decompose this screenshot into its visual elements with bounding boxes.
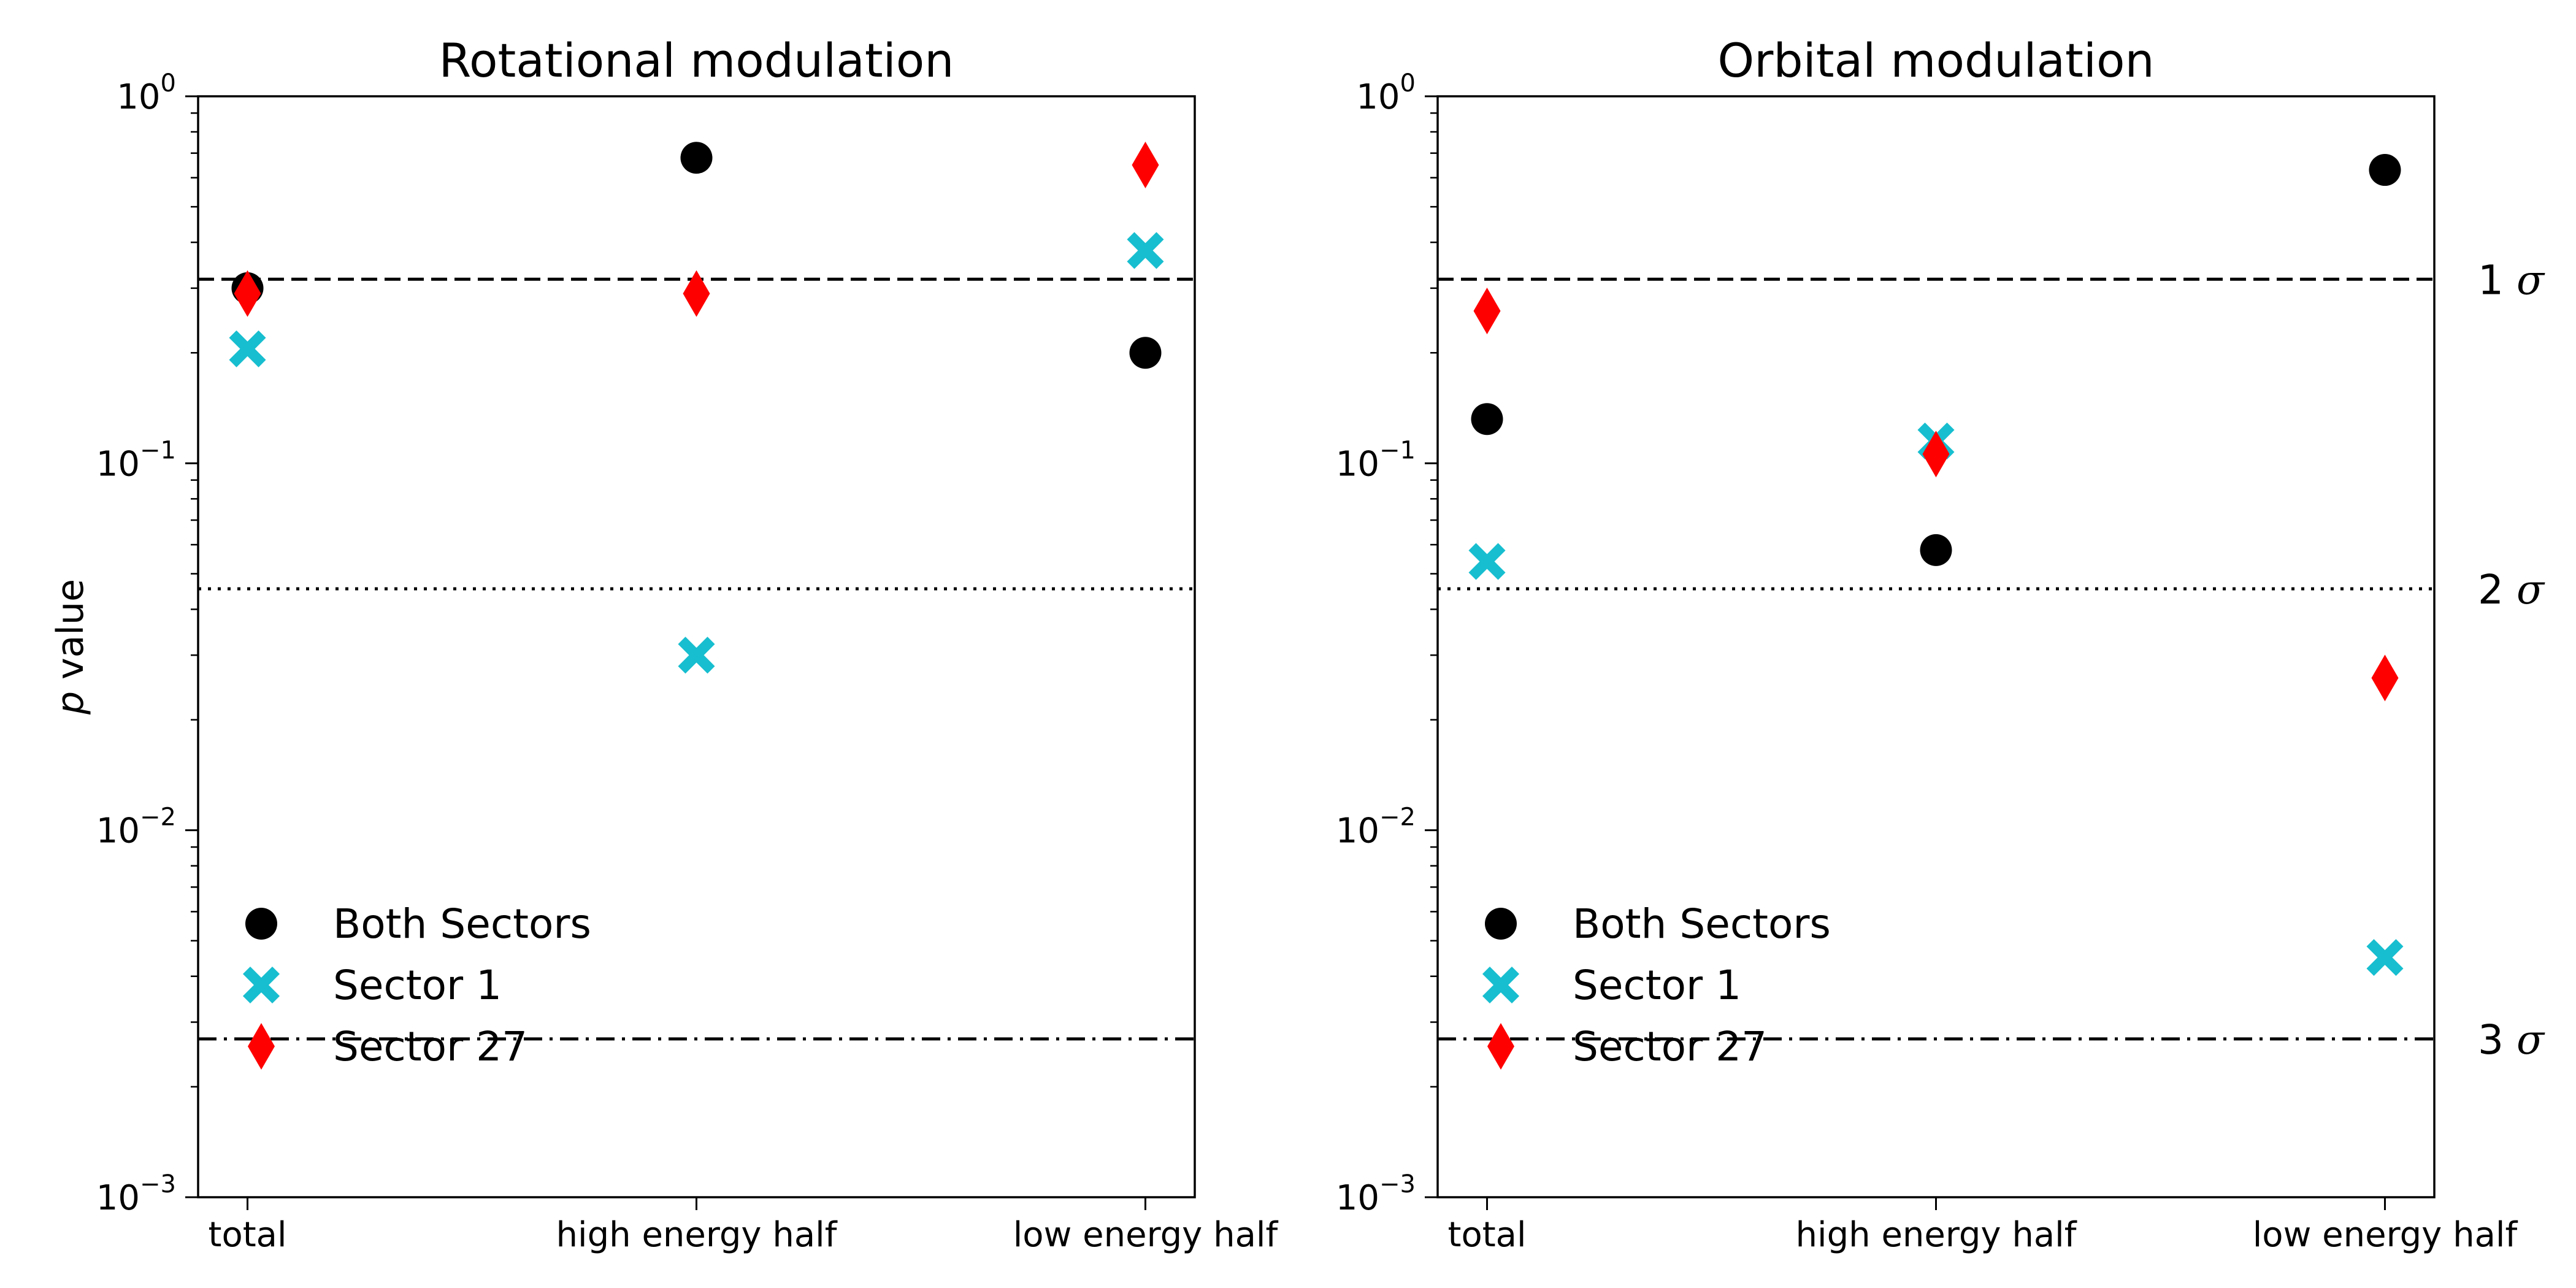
sigma-label: 3 σ [2478,1016,2545,1064]
orbital-modulation-panel: Orbital modulation 1 σ 2 σ 3 σ 10−3 10−2 10−1 1… [1336,33,2545,1255]
rotational-modulation-panel: Rotational modulation p value 10−3 10−2 10−1… [49,33,1278,1255]
data-point-both-sectors-low-energy-half [1129,337,1162,369]
sigma-label: 1 σ [2478,256,2545,304]
data-point-both-sectors-high-energy-half [1920,534,1952,566]
legend-marker-sector-27 [248,1023,275,1070]
data-point-sector-1-high-energy-half [678,637,715,674]
y-tick-label: 100 [117,69,176,117]
y-tick-label: 10−2 [96,803,176,851]
sigma-label: 2 σ [2478,566,2545,613]
legend: Both Sectors Sector 1 Sector 27 [242,900,591,1070]
x-tick-label-total: total [208,1215,286,1255]
data-point-sector-1-total [229,330,266,367]
data-point-sector-27-total [1473,288,1501,335]
legend-marker-both-sectors [1485,908,1517,940]
data-point-sector-27-low-energy-half [1132,141,1159,188]
data-point-both-sectors-total [1471,403,1503,435]
data-point-sector-1-total [1468,543,1506,580]
legend-marker-both-sectors [245,908,277,940]
legend-marker-sector-1 [1482,966,1520,1004]
legend: Both Sectors Sector 1 Sector 27 [1482,900,1831,1070]
y-tick-label: 10−2 [1336,803,1416,851]
y-tick-label: 100 [1356,69,1416,117]
y-tick-label: 10−3 [96,1170,176,1218]
data-point-sector-27-low-energy-half [2371,654,2399,702]
data-point-sector-1-low-energy-half [2366,939,2404,976]
data-point-both-sectors-low-energy-half [2369,154,2401,186]
y-tick-label: 10−3 [1336,1170,1416,1218]
chart-title: Orbital modulation [1717,33,2154,88]
data-point-both-sectors-high-energy-half [680,142,713,174]
x-tick-label-high-energy-half: high energy half [1796,1215,2077,1255]
data-point-sector-27-total [234,270,261,317]
legend-label-both-sectors: Both Sectors [333,900,591,948]
chart-title: Rotational modulation [439,33,954,88]
x-tick-label-low-energy-half: low energy half [2253,1215,2518,1255]
legend-label-sector-1: Sector 1 [333,962,502,1009]
y-tick-label: 10−1 [96,436,176,484]
data-point-sector-27-high-energy-half [683,270,710,317]
data-point-sector-1-low-energy-half [1127,232,1164,269]
legend-marker-sector-27 [1487,1023,1514,1070]
legend-label-both-sectors: Both Sectors [1573,900,1831,948]
legend-label-sector-27: Sector 27 [333,1023,527,1070]
y-axis-label: p value [49,579,92,715]
x-tick-label-low-energy-half: low energy half [1013,1215,1279,1255]
x-tick-label-total: total [1447,1215,1526,1255]
x-tick-label-high-energy-half: high energy half [556,1215,838,1255]
legend-label-sector-1: Sector 1 [1573,962,1741,1009]
legend-marker-sector-1 [242,966,280,1004]
data-point-sector-27-high-energy-half [1922,431,1950,478]
legend-label-sector-27: Sector 27 [1573,1023,1767,1070]
y-tick-label: 10−1 [1336,436,1416,484]
